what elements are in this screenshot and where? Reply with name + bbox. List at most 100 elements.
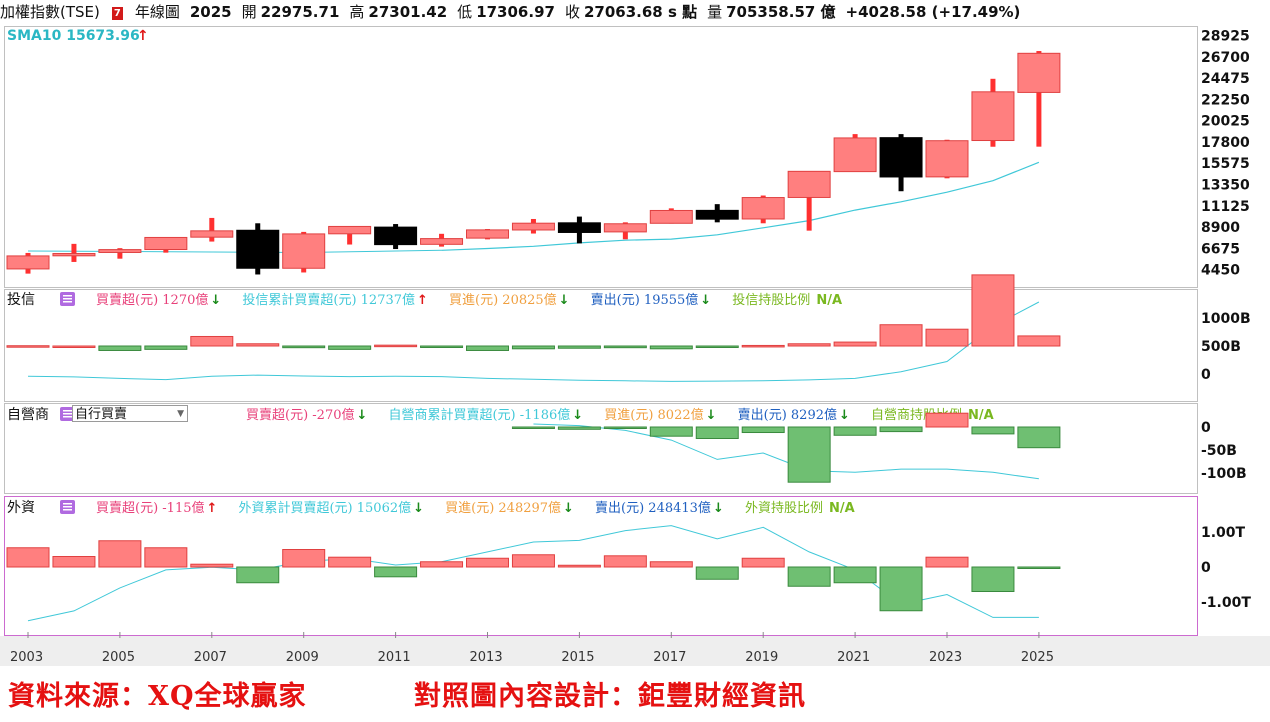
chart-area[interactable]: 28925 26700 24475 22250 20025 17800 15575 13350… <box>0 24 1270 666</box>
legend-arrow-icon: ↓ <box>563 501 574 516</box>
legend-arrow-icon: ↑ <box>206 501 217 516</box>
period-badge[interactable]: 7 <box>111 7 123 20</box>
sma-arrow-icon: ↑ <box>137 28 149 44</box>
candle-body <box>833 137 877 173</box>
flow-bar <box>695 566 739 580</box>
candle-body <box>741 197 785 220</box>
flow-bar <box>971 274 1015 347</box>
list-icon-line <box>63 410 72 412</box>
flow-bar <box>741 557 785 568</box>
price-y-tick: 4450 <box>1201 263 1240 279</box>
x-axis-label: 2009 <box>286 650 319 665</box>
sub-y-tick: -100B <box>1201 466 1247 482</box>
flow-bar <box>649 561 693 568</box>
x-axis-strip <box>0 636 1270 666</box>
change-value: +4028.58 (+17.49%) <box>845 3 1021 21</box>
flow-bar <box>603 555 647 568</box>
flow-bar <box>833 566 877 584</box>
legend-entry: 買賣超(元) 1270億 <box>96 292 208 308</box>
flow-bar <box>52 556 96 568</box>
flow-bar <box>971 426 1015 435</box>
flow-bar <box>511 554 555 568</box>
x-axis-label: 2005 <box>102 650 135 665</box>
legend-entry: 買進(元) 20825億 <box>449 292 557 308</box>
sub-y-tick: 500B <box>1201 339 1241 355</box>
price-y-tick: 17800 <box>1201 135 1250 151</box>
flow-bar <box>236 343 280 347</box>
legend-entry: 外資累計買賣超(元) 15062億 <box>238 500 411 516</box>
flow-bar <box>466 345 509 351</box>
candle-body <box>466 229 509 239</box>
close-label: 收 <box>564 3 580 21</box>
sma-label: SMA10 15673.96 <box>7 28 140 44</box>
legend-arrow-icon: ↓ <box>210 293 221 308</box>
price-y-tick: 24475 <box>1201 71 1250 87</box>
flow-bar <box>649 426 693 437</box>
high-label: 高 <box>349 3 365 21</box>
price-y-tick: 11125 <box>1201 199 1250 215</box>
legend-entry: 自營商累計買賣超(元) -1186億 <box>388 407 570 423</box>
flow-bar <box>1017 335 1061 347</box>
flow-bar <box>695 345 739 348</box>
open-label: 開 <box>241 3 257 21</box>
candle-body <box>971 91 1015 142</box>
legend-entry: 賣出(元) 19555億 <box>591 292 699 308</box>
header-bar: 加權指數(TSE) 7 年線圖 2025 開 22975.71 高 27301.42 低 1730… <box>0 0 1270 24</box>
footer-source: 資料來源：XQ全球贏家 <box>8 681 307 712</box>
flow-bar <box>925 328 969 347</box>
dealer-type-select[interactable]: 自行買賣 ▼ <box>72 405 188 422</box>
flow-bar <box>649 345 693 350</box>
price-y-tick: 6675 <box>1201 241 1240 257</box>
legend-arrow-icon: ↓ <box>572 408 583 423</box>
candle-body <box>282 233 326 269</box>
flow-bar <box>741 426 785 434</box>
period-label[interactable]: 年線圖 <box>134 3 180 21</box>
candle-body <box>420 238 464 245</box>
flow-bar <box>971 566 1015 592</box>
dealer-panel-frame <box>4 403 1198 494</box>
price-y-tick: 22250 <box>1201 92 1250 108</box>
flow-bar <box>557 426 601 430</box>
price-y-tick: 26700 <box>1201 50 1250 66</box>
candle-body <box>1017 52 1061 93</box>
candle-wick <box>209 217 215 242</box>
legend-arrow-icon: ↑ <box>417 293 428 308</box>
candle-body <box>374 226 418 246</box>
cumulative-line <box>533 423 1039 480</box>
candle-body <box>925 140 969 178</box>
legend-arrow-icon: ↓ <box>706 408 717 423</box>
list-icon-line <box>63 509 72 511</box>
legend-value: N/A <box>829 501 855 516</box>
flow-bar <box>833 341 877 347</box>
flow-bar <box>190 335 234 347</box>
close-value: 27063.68 s 點 <box>583 3 698 21</box>
flow-bar <box>328 345 372 350</box>
chevron-down-icon: ▼ <box>177 409 184 419</box>
x-axis-label: 2003 <box>10 650 43 665</box>
flow-bar <box>741 344 785 348</box>
flow-bar <box>603 345 647 349</box>
sub-y-tick: 1.00T <box>1201 525 1246 541</box>
flow-bar <box>236 566 280 584</box>
x-axis-label: 2015 <box>561 650 594 665</box>
flow-bar <box>420 561 464 568</box>
sub-y-tick: -1.00T <box>1201 595 1251 611</box>
flow-bar <box>833 426 877 436</box>
list-icon-line <box>63 295 72 297</box>
candle-wick <box>806 171 812 231</box>
flow-bar <box>879 324 923 347</box>
bar-year: 2025 <box>189 3 232 21</box>
flow-bar <box>557 345 601 349</box>
symbol-name[interactable]: 加權指數(TSE) <box>0 3 100 21</box>
legend-arrow-icon: ↓ <box>839 408 850 423</box>
flow-bar <box>1017 426 1061 449</box>
flow-bar <box>787 566 831 587</box>
candle-body <box>190 230 234 238</box>
flow-bar <box>787 343 831 347</box>
sma-line-early <box>27 249 442 253</box>
panel-title: 外資 <box>7 500 35 516</box>
price-y-tick: 28925 <box>1201 29 1250 45</box>
flow-bar <box>925 556 969 568</box>
sub-y-tick: 0 <box>1201 367 1211 383</box>
candle-body <box>787 170 831 198</box>
